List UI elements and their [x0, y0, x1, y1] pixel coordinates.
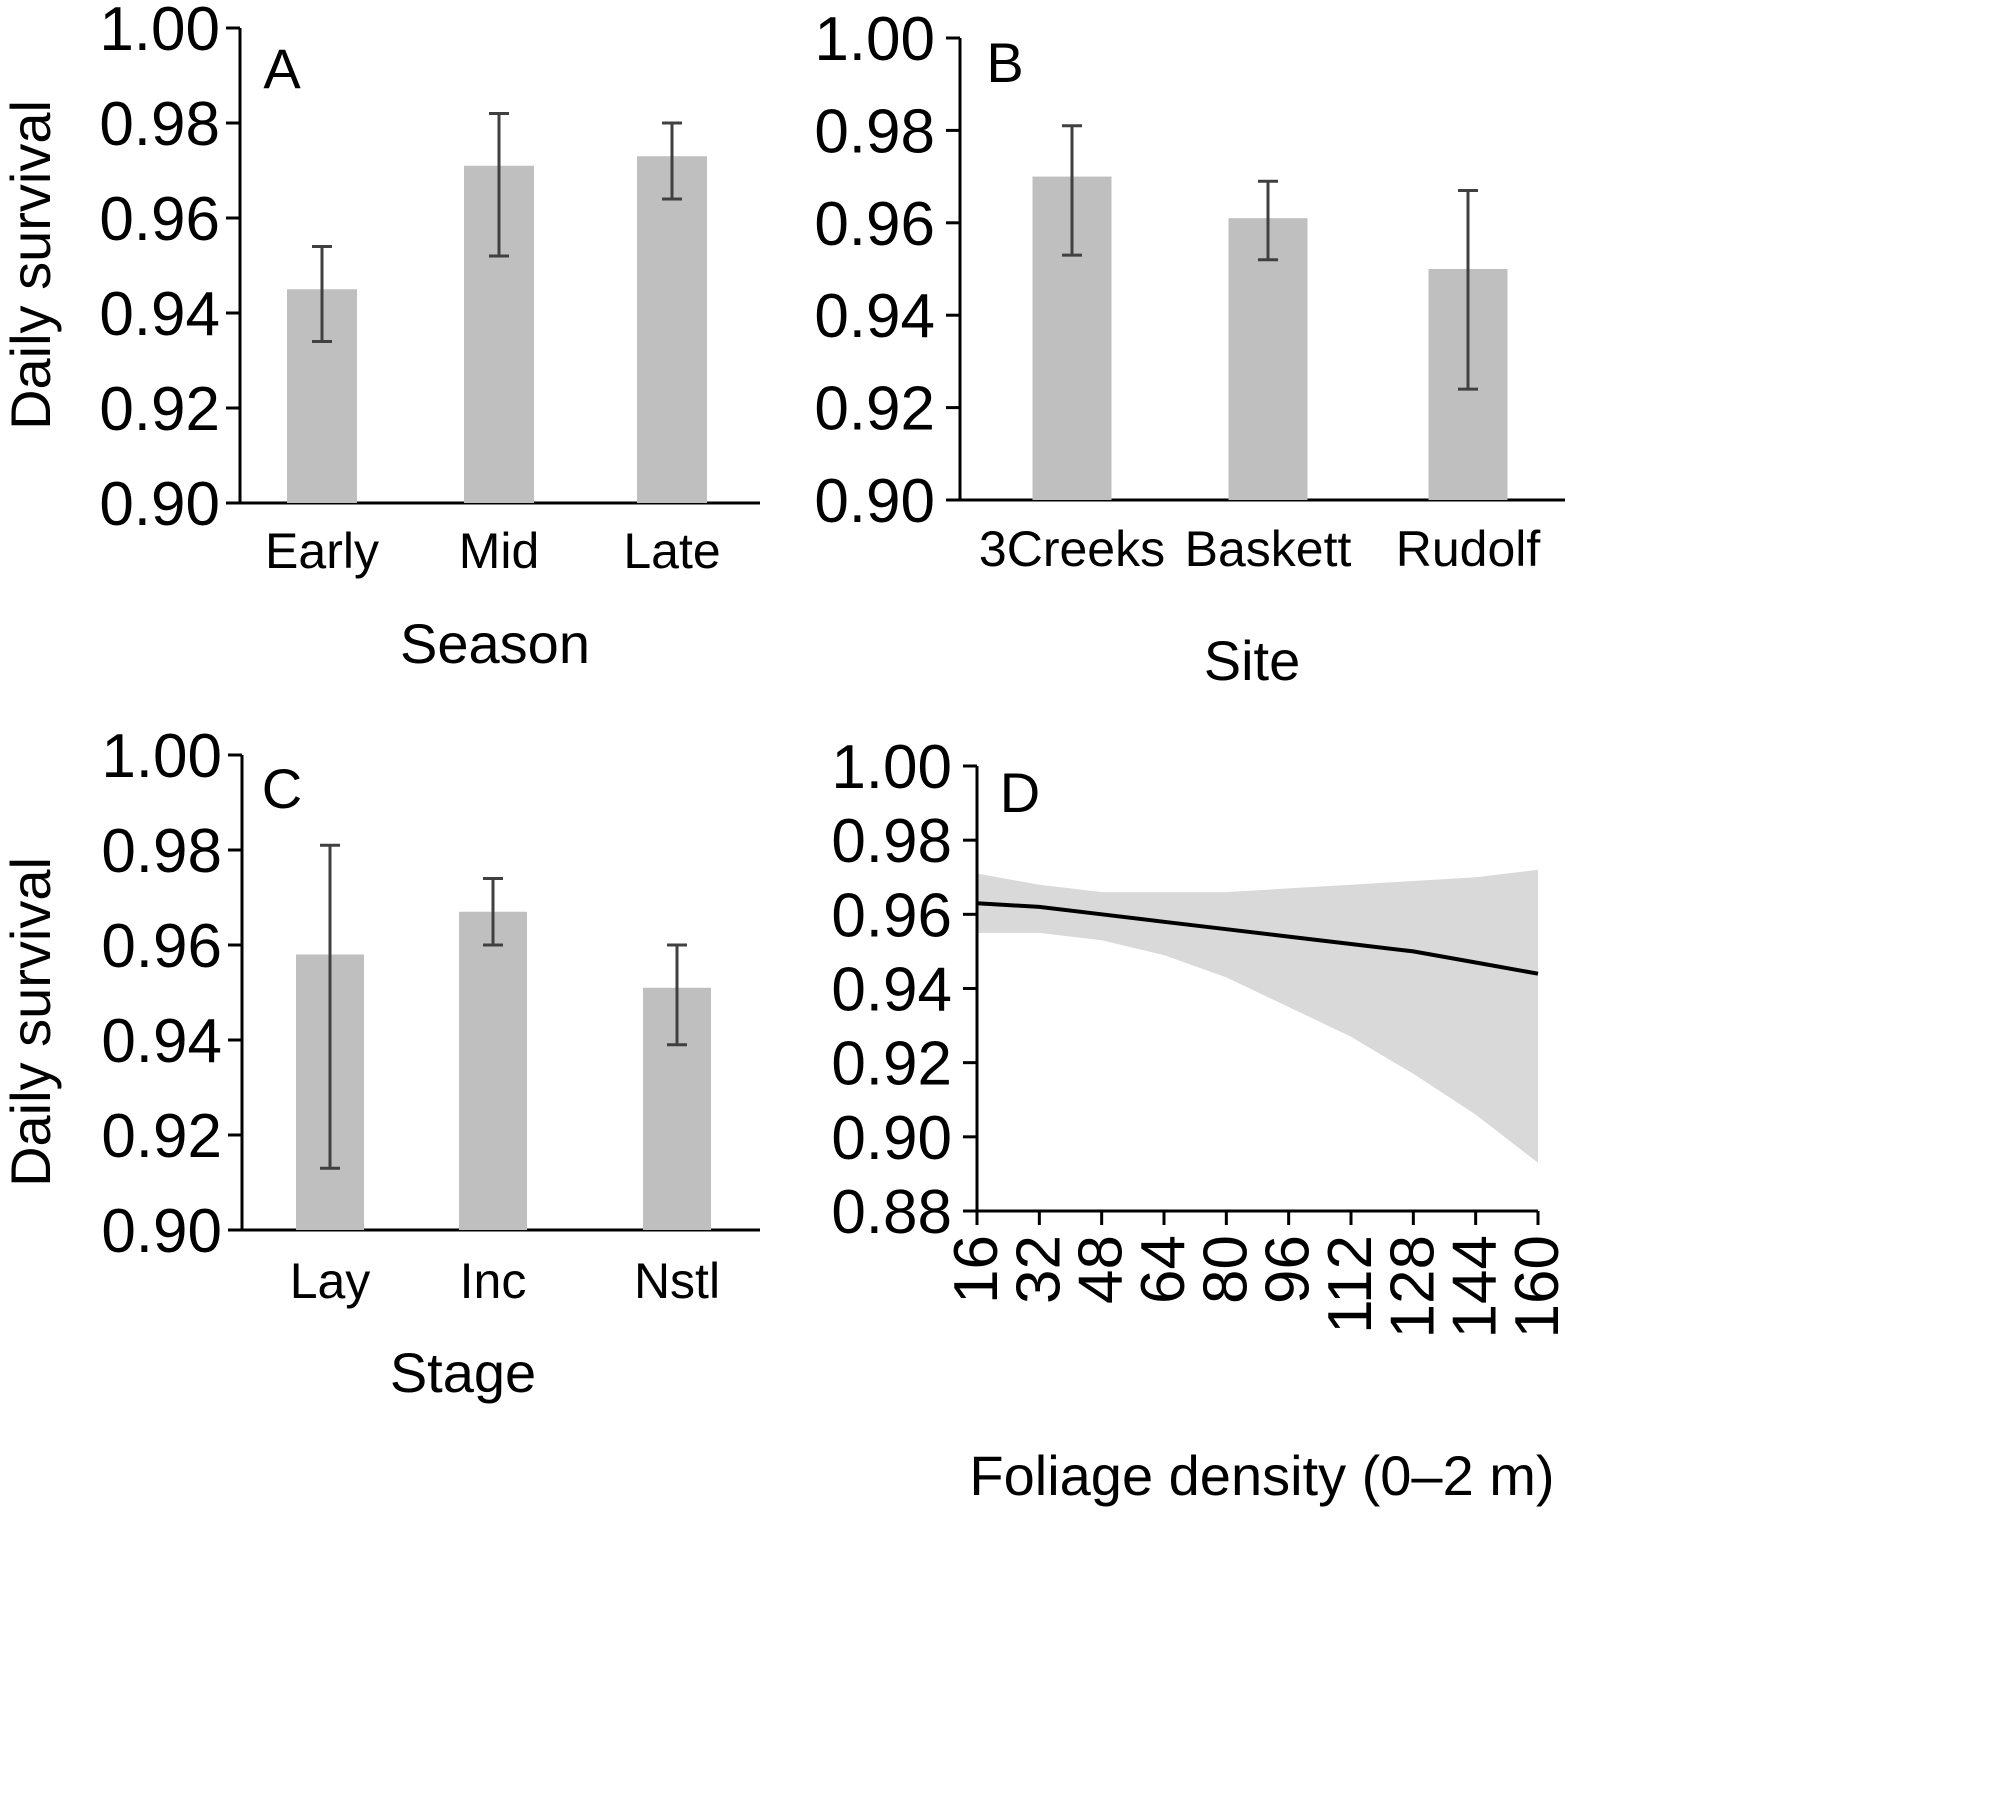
y-tick-label: 0.90: [814, 467, 935, 536]
x-tick-label: 128: [1378, 1235, 1447, 1338]
y-tick-label: 1.00: [831, 733, 952, 802]
confidence-band: [977, 869, 1538, 1163]
panel-d: 0.880.900.920.940.960.981.00 D Foliage den…: [831, 733, 1572, 1507]
y-tick-label: 0.90: [831, 1104, 952, 1173]
panel-label: A: [263, 37, 301, 100]
y-axis-title: Daily survival: [0, 857, 62, 1187]
x-tick-label: 112: [1316, 1235, 1385, 1334]
bar: [1228, 218, 1308, 500]
x-tick-label: 32: [1004, 1235, 1073, 1304]
y-tick-label: 0.96: [831, 881, 952, 950]
x-category-label: Early: [265, 523, 379, 579]
x-axis-title: Site: [1204, 629, 1301, 692]
y-tick-label: 0.98: [814, 97, 935, 166]
y-tick-label: 0.94: [831, 956, 952, 1025]
x-tick-label: 80: [1191, 1235, 1260, 1304]
x-category-label: Lay: [290, 1253, 371, 1309]
x-tick-label: 16: [942, 1235, 1011, 1304]
y-tick-label: 0.96: [99, 185, 220, 254]
x-tick-label: 160: [1503, 1235, 1572, 1338]
x-category-label: Nstl: [634, 1253, 720, 1309]
y-tick-label: 1.00: [99, 0, 220, 64]
y-tick-label: 0.92: [101, 1102, 222, 1171]
y-tick-label: 0.98: [831, 807, 952, 876]
y-tick-label: 0.92: [831, 1030, 952, 1099]
x-axis-title: Season: [400, 612, 590, 675]
x-tick-label: 96: [1254, 1235, 1323, 1304]
panel-label: C: [262, 757, 302, 820]
x-tick-label: 144: [1441, 1235, 1510, 1338]
panel-label: D: [1000, 761, 1040, 824]
x-axis-title: Stage: [390, 1341, 536, 1404]
x-category-label: Rudolf: [1396, 521, 1541, 577]
bar: [637, 156, 707, 503]
x-axis-title: Foliage density (0–2 m): [969, 1444, 1554, 1507]
y-tick-label: 0.96: [814, 190, 935, 259]
panel-label: B: [986, 31, 1023, 94]
y-tick-label: 0.90: [99, 470, 220, 539]
y-tick-label: 1.00: [101, 722, 222, 791]
y-tick-label: 0.92: [99, 375, 220, 444]
x-tick-label: 48: [1067, 1235, 1136, 1304]
x-category-label: Late: [623, 523, 720, 579]
panel-a: 0.90 0.92 0.94 0.96 0.98 1.00 A Season Daily sur…: [0, 0, 760, 675]
y-tick-label: 0.96: [101, 912, 222, 981]
x-category-label: Mid: [459, 523, 540, 579]
y-tick-label: 0.98: [101, 817, 222, 886]
y-tick-label: 0.94: [101, 1007, 222, 1076]
x-tick-label: 64: [1129, 1235, 1198, 1304]
bar: [459, 911, 527, 1230]
y-tick-label: 1.00: [814, 5, 935, 74]
y-tick-label: 0.92: [814, 375, 935, 444]
panel-c: 0.90 0.92 0.94 0.96 0.98 1.00 C Stage Daily surv…: [0, 722, 760, 1404]
fitted-line: [976, 901, 1539, 976]
y-axis-title: Daily survival: [0, 100, 62, 430]
y-tick-label: 0.94: [99, 280, 220, 349]
y-tick-label: 0.98: [99, 90, 220, 159]
x-category-label: 3Creeks: [979, 521, 1165, 577]
x-category-label: Inc: [460, 1253, 527, 1309]
y-tick-label: 0.90: [101, 1197, 222, 1266]
panel-b: 0.90 0.92 0.94 0.96 0.98 1.00 B Site 3Creeks Bask…: [814, 5, 1565, 692]
x-category-label: Baskett: [1185, 521, 1352, 577]
y-tick-label: 0.88: [831, 1178, 952, 1247]
y-tick-label: 0.94: [814, 282, 935, 351]
